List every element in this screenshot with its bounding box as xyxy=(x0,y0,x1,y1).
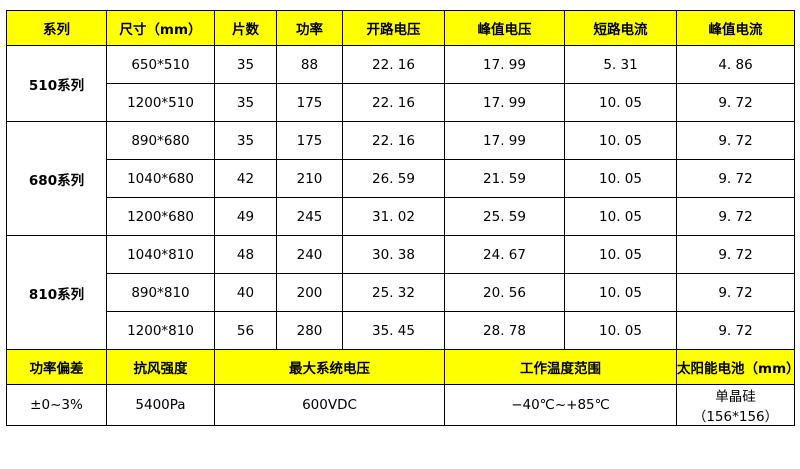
cell-count: 56 xyxy=(214,311,277,350)
cell-voc: 26. 59 xyxy=(342,159,445,198)
cell-power: 175 xyxy=(276,83,343,122)
footer-header-wind-load: 抗风强度 xyxy=(106,349,215,385)
cell-power: 200 xyxy=(276,273,343,312)
cell-voc: 35. 45 xyxy=(342,311,445,350)
header-size: 尺寸（mm） xyxy=(106,10,215,46)
cell-vmp: 25. 59 xyxy=(444,197,565,236)
cell-isc: 10. 05 xyxy=(564,121,677,160)
cell-voc: 31. 02 xyxy=(342,197,445,236)
cell-count: 48 xyxy=(214,235,277,274)
header-count: 片数 xyxy=(214,10,277,46)
cell-vmp: 17. 99 xyxy=(444,121,565,160)
cell-power: 210 xyxy=(276,159,343,198)
cell-count: 35 xyxy=(214,45,277,84)
cell-imp: 9. 72 xyxy=(676,197,795,236)
cell-power: 240 xyxy=(276,235,343,274)
series-label-510: 510系列 xyxy=(6,45,107,122)
table-row: 510系列 650*510 35 88 22. 16 17. 99 5. 31 … xyxy=(6,45,795,122)
cell-power: 280 xyxy=(276,311,343,350)
cell-voc: 22. 16 xyxy=(342,121,445,160)
cell-voc: 25. 32 xyxy=(342,273,445,312)
cell-count: 35 xyxy=(214,83,277,122)
footer-value-max-system-voltage: 600VDC xyxy=(214,384,445,426)
footer-header-solar-cell: 太阳能电池（mm） xyxy=(676,349,800,385)
cell-isc: 10. 05 xyxy=(564,235,677,274)
cell-count: 40 xyxy=(214,273,277,312)
solar-panel-spec-table: 系列 尺寸（mm） 片数 功率 开路电压 峰值电压 短路电流 峰值电流 510系… xyxy=(6,10,800,426)
cell-size: 1200*680 xyxy=(106,197,215,236)
cell-isc: 10. 05 xyxy=(564,83,677,122)
cell-vmp: 20. 56 xyxy=(444,273,565,312)
header-imp: 峰值电流 xyxy=(676,10,795,46)
cell-count: 35 xyxy=(214,121,277,160)
footer-value-power-tolerance: ±0~3% xyxy=(6,384,107,426)
table-row: 680系列 890*680 35 175 22. 16 17. 99 10. 0… xyxy=(6,121,795,236)
table-row: 890*810 40 200 25. 32 20. 56 10. 05 9. 7… xyxy=(7,273,795,312)
cell-imp: 4. 86 xyxy=(676,45,795,84)
cell-power: 245 xyxy=(276,197,343,236)
header-vmp: 峰值电压 xyxy=(444,10,565,46)
cell-size: 890*680 xyxy=(106,121,215,160)
table-header-row: 系列 尺寸（mm） 片数 功率 开路电压 峰值电压 短路电流 峰值电流 xyxy=(6,10,795,46)
cell-voc: 22. 16 xyxy=(342,83,445,122)
cell-power: 88 xyxy=(276,45,343,84)
cell-vmp: 17. 99 xyxy=(444,83,565,122)
footer-value-solar-cell: 单晶硅（156*156） xyxy=(676,384,795,426)
table-row: 1200*810 56 280 35. 45 28. 78 10. 05 9. … xyxy=(7,311,795,350)
cell-voc: 30. 38 xyxy=(342,235,445,274)
cell-size: 1040*680 xyxy=(106,159,215,198)
cell-imp: 9. 72 xyxy=(676,273,795,312)
cell-voc: 22. 16 xyxy=(342,45,445,84)
cell-isc: 10. 05 xyxy=(564,273,677,312)
footer-header-row: 功率偏差 抗风强度 最大系统电压 工作温度范围 太阳能电池（mm） xyxy=(6,349,800,385)
cell-size: 650*510 xyxy=(106,45,215,84)
cell-vmp: 28. 78 xyxy=(444,311,565,350)
cell-imp: 9. 72 xyxy=(676,311,795,350)
footer-value-row: ±0~3% 5400Pa 600VDC −40℃~+85℃ 单晶硅（156*15… xyxy=(6,384,795,426)
footer-value-operating-temp: −40℃~+85℃ xyxy=(444,384,677,426)
cell-isc: 10. 05 xyxy=(564,197,677,236)
footer-header-power-tolerance: 功率偏差 xyxy=(6,349,107,385)
table-row: 1200*680 49 245 31. 02 25. 59 10. 05 9. … xyxy=(7,197,795,236)
cell-imp: 9. 72 xyxy=(676,83,795,122)
table-row: 1200*510 35 175 22. 16 17. 99 10. 05 9. … xyxy=(7,83,795,122)
cell-vmp: 21. 59 xyxy=(444,159,565,198)
cell-size: 890*810 xyxy=(106,273,215,312)
cell-vmp: 17. 99 xyxy=(444,45,565,84)
cell-isc: 5. 31 xyxy=(564,45,677,84)
footer-value-wind-load: 5400Pa xyxy=(106,384,215,426)
cell-isc: 10. 05 xyxy=(564,159,677,198)
cell-imp: 9. 72 xyxy=(676,235,795,274)
cell-count: 42 xyxy=(214,159,277,198)
header-power: 功率 xyxy=(276,10,343,46)
footer-header-operating-temp: 工作温度范围 xyxy=(444,349,677,385)
cell-isc: 10. 05 xyxy=(564,311,677,350)
header-isc: 短路电流 xyxy=(564,10,677,46)
cell-count: 49 xyxy=(214,197,277,236)
cell-size: 1200*810 xyxy=(106,311,215,350)
header-voc: 开路电压 xyxy=(342,10,445,46)
cell-size: 1040*810 xyxy=(106,235,215,274)
header-series: 系列 xyxy=(6,10,107,46)
series-label-810: 810系列 xyxy=(6,235,107,350)
cell-vmp: 24. 67 xyxy=(444,235,565,274)
cell-imp: 9. 72 xyxy=(676,121,795,160)
cell-power: 175 xyxy=(276,121,343,160)
series-label-680: 680系列 xyxy=(6,121,107,236)
table-row: 1040*680 42 210 26. 59 21. 59 10. 05 9. … xyxy=(7,159,795,198)
cell-imp: 9. 72 xyxy=(676,159,795,198)
footer-header-max-system-voltage: 最大系统电压 xyxy=(214,349,445,385)
table-row: 810系列 1040*810 48 240 30. 38 24. 67 10. … xyxy=(6,235,795,350)
cell-size: 1200*510 xyxy=(106,83,215,122)
